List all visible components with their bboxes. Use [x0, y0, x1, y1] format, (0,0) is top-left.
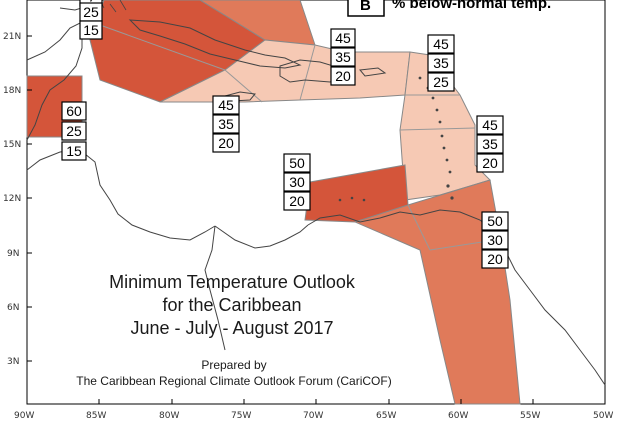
- legend-symbol: B: [360, 0, 371, 14]
- colombia-coast: [307, 209, 496, 233]
- lon-label-80w: 80W: [159, 411, 179, 421]
- prob-below: 20: [289, 193, 305, 209]
- cuba-coast: [128, 19, 302, 69]
- lat-label-9n: 9N: [7, 249, 19, 259]
- prob-box-windward-islands: 45 35 20: [476, 115, 504, 173]
- region-guianas: [353, 179, 521, 405]
- title-line-2: for the Caribbean: [162, 295, 301, 315]
- prob-box-abc-islands: 50 30 20: [283, 153, 311, 211]
- prob-box-leeward-islands-north: 45 35 25: [427, 34, 455, 92]
- lon-label-90w: 90W: [14, 411, 34, 421]
- prob-below: 15: [83, 22, 99, 38]
- title-line-3: June - July - August 2017: [130, 318, 333, 338]
- prob-above: 60: [66, 103, 82, 119]
- longitude-axis: 90W 85W 80W 75W 70W 65W 60W 55W 50W: [14, 399, 613, 421]
- prob-above: 50: [487, 213, 503, 229]
- lon-label-60w: 60W: [448, 411, 468, 421]
- credit-line-1: Prepared by: [201, 358, 266, 372]
- prob-normal: 30: [289, 174, 305, 190]
- lon-label-85w: 85W: [86, 411, 106, 421]
- prob-box-greater-antilles-west: ? 25 15: [79, 0, 103, 40]
- prob-above: 45: [335, 30, 351, 46]
- legend-symbol-box: [347, 0, 385, 17]
- prob-below: 15: [66, 143, 82, 159]
- lat-label-3n: 3N: [7, 357, 19, 367]
- lat-label-12n: 12N: [3, 194, 21, 204]
- prob-normal: 35: [335, 49, 351, 65]
- lat-label-18n: 18N: [3, 86, 21, 96]
- lat-label-15n: 15N: [3, 140, 21, 150]
- prob-below: 25: [433, 74, 449, 90]
- prob-normal: 30: [487, 232, 503, 248]
- legend-label: % below-normal temp.: [392, 0, 551, 12]
- region-separators: [99, 24, 496, 251]
- puerto-rico-coast: [359, 67, 387, 77]
- lon-label-65w: 65W: [376, 411, 396, 421]
- map-title: Minimum Temperature Outlook for the Cari…: [109, 272, 356, 338]
- prob-normal: 25: [83, 4, 99, 20]
- prob-normal: 25: [66, 123, 82, 139]
- prob-below: 20: [482, 155, 498, 171]
- prob-above: 45: [482, 117, 498, 133]
- lat-label-6n: 6N: [7, 303, 19, 313]
- prob-box-caribbean-south-central: 45 35 20: [212, 95, 240, 153]
- prob-normal: 35: [433, 55, 449, 71]
- prob-above: 45: [433, 36, 449, 52]
- lat-label-21n: 21N: [3, 32, 21, 42]
- prob-box-guianas: 50 30 20: [481, 211, 509, 269]
- lon-label-70w: 70W: [303, 411, 323, 421]
- prob-normal: 35: [482, 136, 498, 152]
- prob-below: 20: [218, 135, 234, 151]
- legend: B % below-normal temp.: [347, 0, 551, 17]
- latitude-axis: 21N 18N 15N 12N 9N 6N 3N: [3, 32, 32, 367]
- map-credit: Prepared by The Caribbean Regional Clima…: [76, 358, 391, 388]
- prob-above: 50: [289, 155, 305, 171]
- prob-box-hispaniola-jamaica: 45 35 20: [330, 28, 356, 86]
- prob-normal: 35: [218, 116, 234, 132]
- lon-label-75w: 75W: [231, 411, 251, 421]
- panama-coast: [214, 224, 309, 249]
- title-line-1: Minimum Temperature Outlook: [109, 272, 356, 292]
- prob-below: 20: [335, 68, 351, 84]
- credit-line-2: The Caribbean Regional Climate Outlook F…: [76, 374, 391, 388]
- pacific-coast: [204, 225, 226, 351]
- prob-box-central-america-north: 60 25 15: [61, 101, 87, 161]
- prob-below: 20: [487, 251, 503, 267]
- lon-label-55w: 55W: [520, 411, 540, 421]
- prob-above: 45: [218, 97, 234, 113]
- mexico-yucatan-coast: [26, 21, 83, 141]
- lon-label-50w: 50W: [593, 411, 613, 421]
